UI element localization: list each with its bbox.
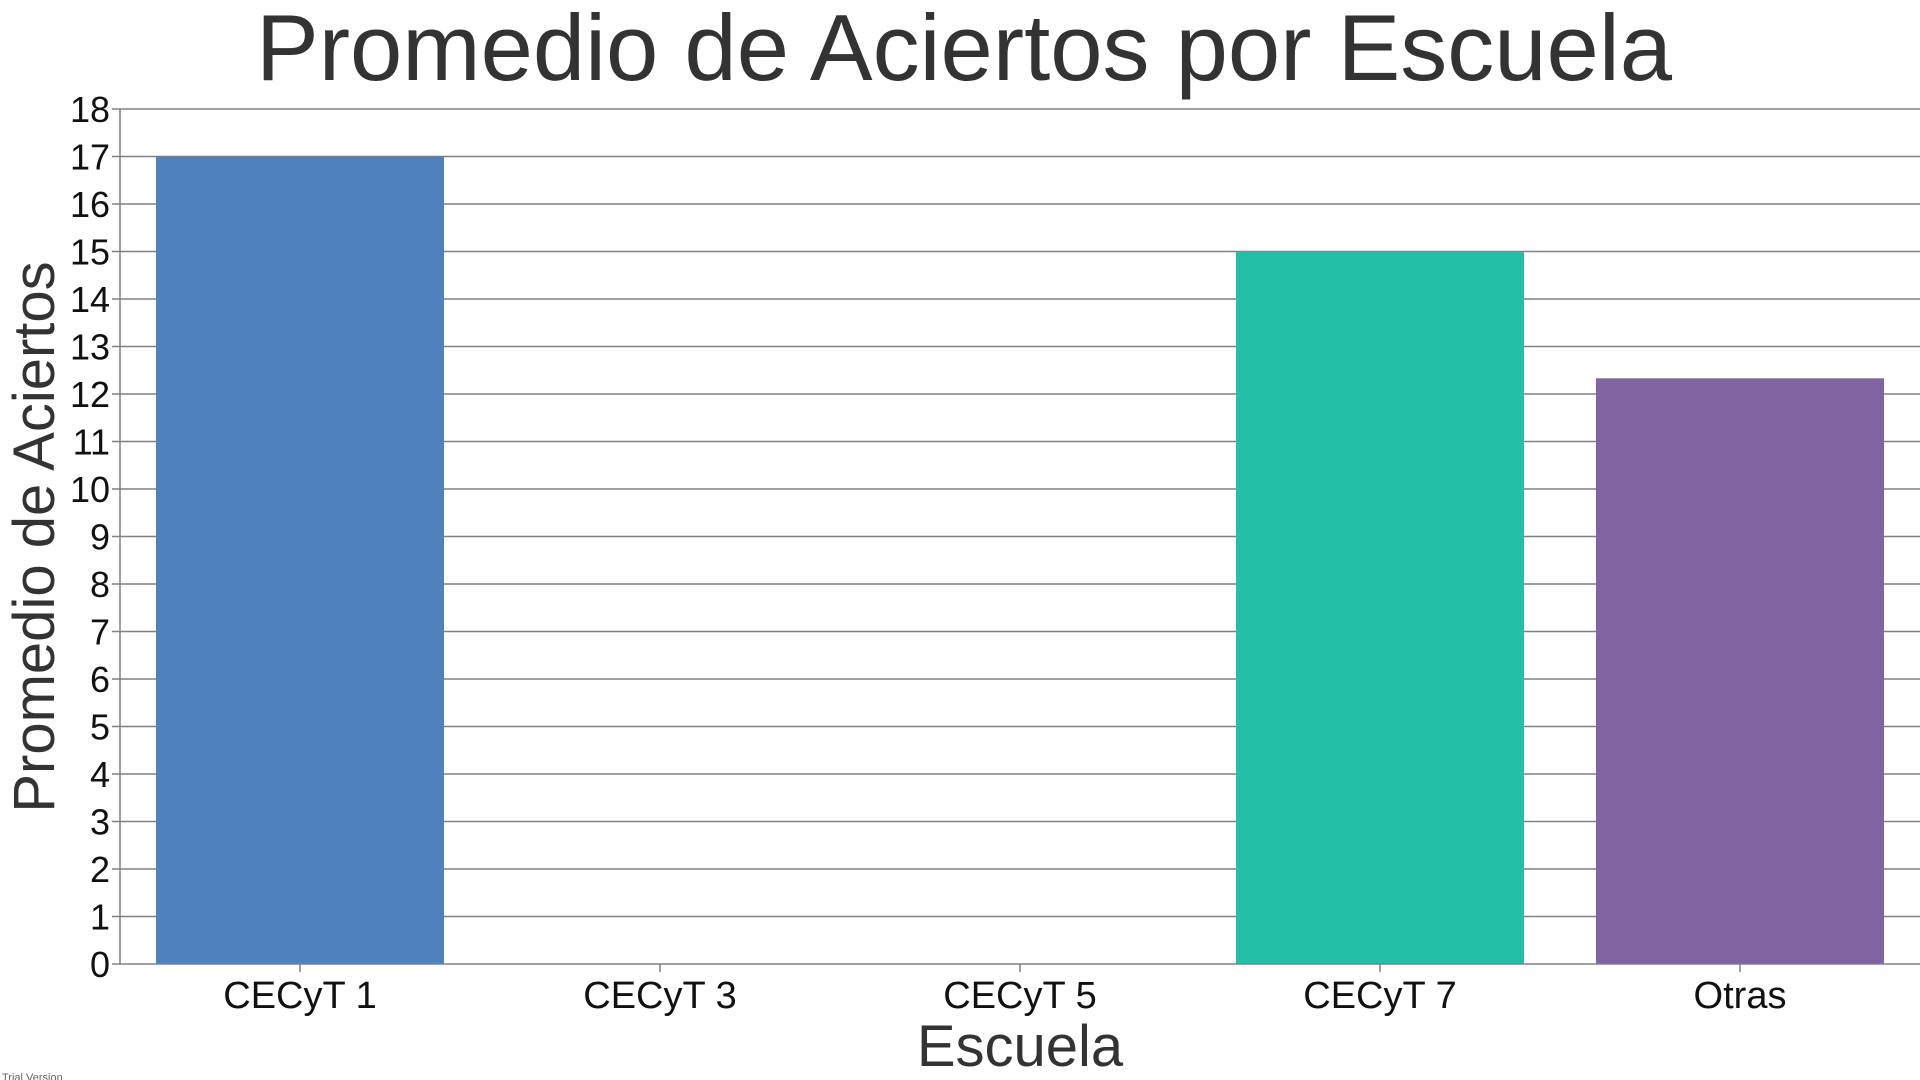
watermark-text: Trial Version — [2, 1072, 63, 1080]
bar-cecyt-1 — [156, 156, 444, 964]
y-tick-label: 18 — [70, 89, 110, 130]
y-tick-label: 6 — [90, 659, 110, 700]
y-tick-label: 9 — [90, 517, 110, 558]
x-axis-title: Escuela — [917, 1014, 1124, 1079]
y-tick-label: 14 — [70, 279, 110, 320]
y-tick-label: 3 — [90, 802, 110, 843]
y-tick-label: 8 — [90, 564, 110, 605]
bar-otras — [1596, 378, 1884, 964]
x-tick-label: CECyT 3 — [583, 975, 736, 1017]
bar-cecyt-7 — [1236, 251, 1524, 964]
y-tick-label: 2 — [90, 849, 110, 890]
x-tick-label: CECyT 1 — [223, 975, 376, 1017]
y-tick-label: 11 — [73, 422, 110, 463]
y-tick-label: 17 — [70, 137, 110, 178]
y-tick-label: 0 — [90, 944, 110, 985]
x-tick-label: CECyT 5 — [943, 975, 1096, 1017]
y-tick-label: 1 — [90, 897, 110, 938]
y-tick-label: 10 — [70, 469, 110, 510]
y-tick-label: 12 — [70, 374, 110, 415]
y-tick-label: 13 — [70, 327, 110, 368]
y-axis-title: Promedio de Aciertos — [2, 261, 67, 812]
chart-title: Promedio de Aciertos por Escuela — [256, 0, 1673, 100]
x-tick-label: Otras — [1694, 975, 1787, 1017]
y-tick-label: 16 — [70, 184, 110, 225]
y-tick-label: 7 — [90, 612, 110, 653]
x-axis-ticks: CECyT 1 CECyT 3 CECyT 5 CECyT 7 Otras — [223, 964, 1786, 1017]
y-tick-label: 5 — [90, 707, 110, 748]
y-tick-label: 15 — [70, 232, 110, 273]
y-tick-label: 4 — [90, 754, 110, 795]
x-tick-label: CECyT 7 — [1303, 975, 1456, 1017]
bars — [156, 156, 1884, 964]
